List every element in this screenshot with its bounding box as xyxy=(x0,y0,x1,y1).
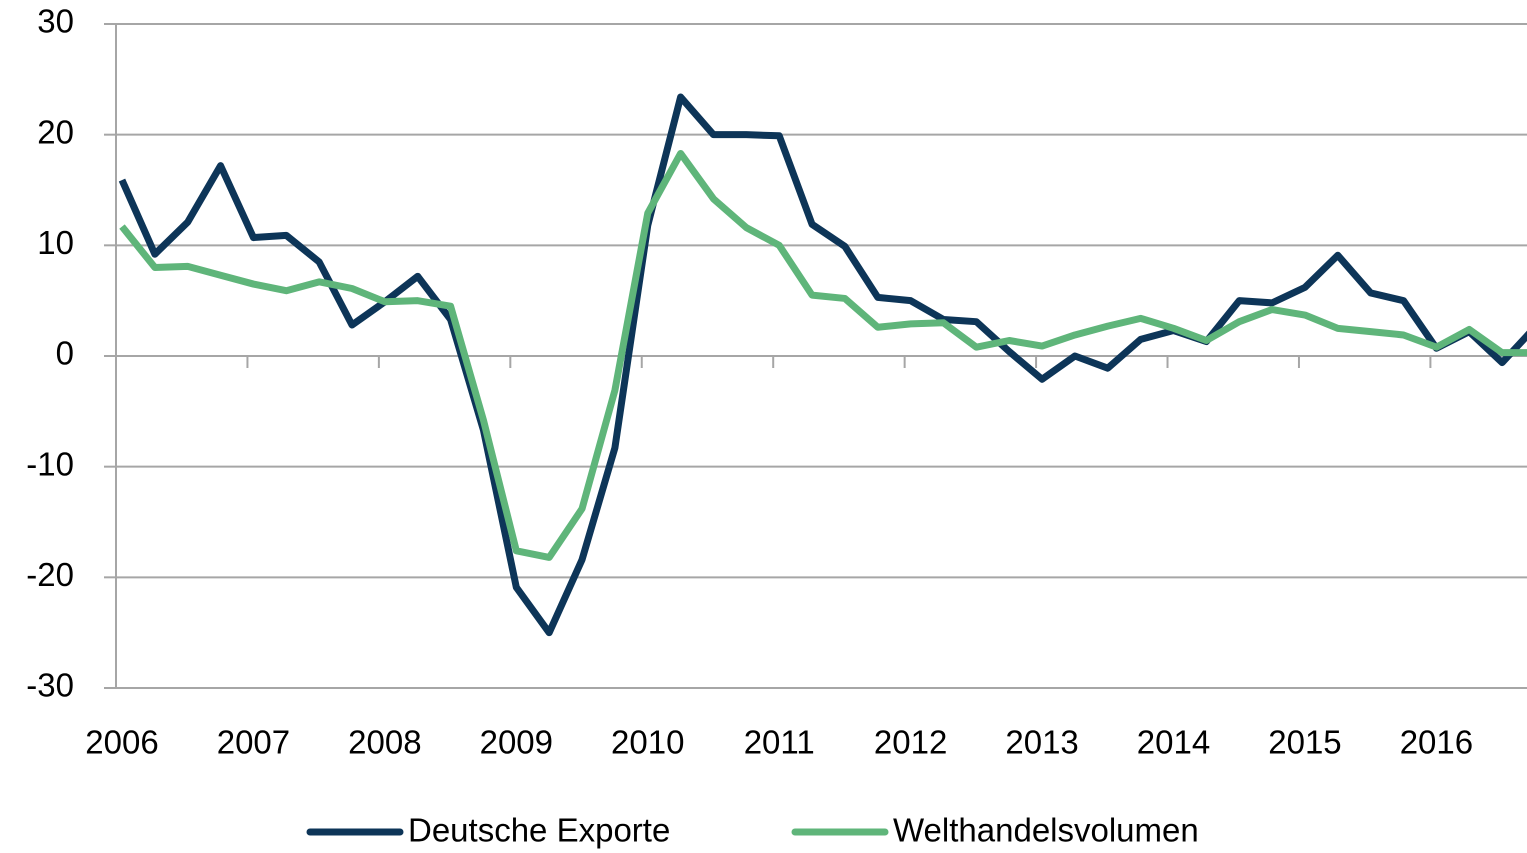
x-tick-label: 2016 xyxy=(1400,724,1473,761)
x-tick-label: 2015 xyxy=(1268,724,1341,761)
x-tick-label: 2006 xyxy=(85,724,158,761)
legend-label: Deutsche Exporte xyxy=(408,812,670,849)
x-tick-label: 2011 xyxy=(744,724,815,761)
series-line xyxy=(119,149,1527,561)
x-tick-label: 2007 xyxy=(217,724,290,761)
y-tick-label: 10 xyxy=(37,224,74,261)
y-tick-label: 20 xyxy=(37,113,74,150)
y-tick-label: -20 xyxy=(26,556,74,593)
x-tick-label: 2009 xyxy=(480,724,553,761)
x-tick-label: 2010 xyxy=(611,724,684,761)
x-tick-label: 2014 xyxy=(1137,724,1210,761)
y-tick-label: 30 xyxy=(37,3,74,40)
x-tick-label: 2012 xyxy=(874,724,947,761)
legend-label: Welthandelsvolumen xyxy=(893,812,1199,849)
series-line xyxy=(118,93,1527,637)
y-tick-label: 0 xyxy=(56,335,74,372)
x-tick-label: 2013 xyxy=(1005,724,1078,761)
y-tick-label: -30 xyxy=(26,667,74,704)
x-tick-label: 2008 xyxy=(348,724,421,761)
y-tick-label: -10 xyxy=(26,445,74,482)
